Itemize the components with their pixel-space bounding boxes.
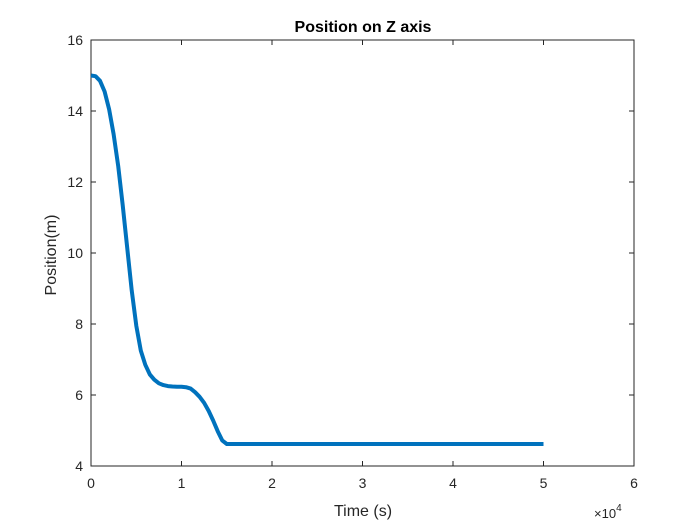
y-tick-label: 8 [75, 316, 83, 332]
x-tick-label: 5 [540, 475, 548, 491]
y-tick-label: 16 [67, 32, 83, 48]
ticks-layer [90, 39, 635, 467]
x-tick-labels: 0 1 2 3 4 5 6 [87, 475, 638, 491]
x-axis-exponent-base: ×10 [594, 506, 616, 521]
y-axis-label: Position(m) [43, 215, 60, 296]
x-tick-label: 1 [178, 475, 186, 491]
x-tick-label: 0 [87, 475, 95, 491]
y-tick-label: 6 [75, 387, 83, 403]
x-tick-label: 3 [359, 475, 367, 491]
y-tick-labels: 4 6 8 10 12 14 16 [67, 32, 83, 474]
x-axis-exponent: ×104 [594, 503, 622, 521]
y-tick-label: 14 [67, 103, 83, 119]
x-tick-label: 4 [449, 475, 457, 491]
chart-title: Position on Z axis [295, 19, 432, 36]
y-tick-label: 12 [67, 174, 83, 190]
x-axis-label: Time (s) [334, 503, 392, 520]
series-line-position [90, 73, 544, 446]
plot-area [90, 39, 635, 467]
x-tick-label: 6 [630, 475, 638, 491]
y-tick-label: 4 [75, 458, 83, 474]
x-axis-exponent-power: 4 [616, 503, 622, 514]
y-tick-label: 10 [67, 245, 83, 261]
x-tick-label: 2 [268, 475, 276, 491]
